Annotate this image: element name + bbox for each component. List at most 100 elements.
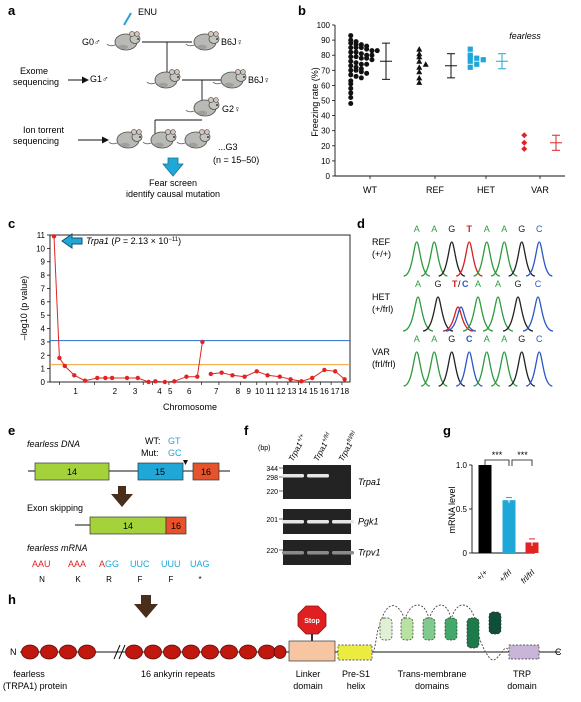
d-trace-peak xyxy=(438,241,466,277)
h-down-arrow-icon xyxy=(134,595,158,618)
g-ytick-label: 0 xyxy=(463,549,468,558)
f-marker-label: 201 xyxy=(266,517,278,524)
panel-label-c: c xyxy=(8,216,15,231)
b-point-ref xyxy=(416,74,423,81)
d-trace-peak xyxy=(455,241,483,277)
d-base-letter: G xyxy=(514,279,521,289)
f-lane-genotype: +/frl xyxy=(321,431,331,443)
d-trace-peak xyxy=(482,296,514,332)
c-ytick-label: 7 xyxy=(41,284,46,293)
c-xtick-label: 9 xyxy=(246,387,251,396)
d-trace-peak xyxy=(422,296,454,332)
f-lane-gene: Trpa1 xyxy=(287,441,304,463)
c-data-point xyxy=(265,373,270,378)
b-xtick-label: VAR xyxy=(531,185,549,195)
h-ankyrin-repeat xyxy=(201,644,219,660)
c-data-point xyxy=(195,374,200,379)
h-tm-label-1: Trans-membrane xyxy=(398,669,467,679)
h-protein-label-2: (TRPA1) protein xyxy=(3,681,67,691)
c-annotation: Trpa1 (P = 2.13 × 10−11) xyxy=(86,236,181,246)
b-point-het xyxy=(474,55,480,61)
c-data-point xyxy=(62,363,68,369)
g-sig-label-1: *** xyxy=(492,450,503,460)
e-codon-base: G xyxy=(105,559,112,569)
mouse-g3-3-icon xyxy=(176,128,211,149)
h-ankyrin-repeat xyxy=(78,644,96,660)
b-point-wt xyxy=(358,69,364,75)
d-trace-peak xyxy=(525,351,553,387)
c-data-point xyxy=(277,374,282,379)
c-xtick-label: 5 xyxy=(168,387,173,396)
e-codon-base: G xyxy=(112,559,119,569)
b-point-wt xyxy=(348,81,354,87)
e-codon-base: A xyxy=(197,559,203,569)
panel-label-b: b xyxy=(298,3,306,18)
h-ankyrin-repeats xyxy=(21,644,287,660)
d-base-letter: A xyxy=(431,224,437,234)
b-point-wt xyxy=(364,70,370,76)
c-xtick-label: 17 xyxy=(331,387,340,396)
d-base-letter: A xyxy=(495,279,501,289)
c-xtick-label: 2 xyxy=(113,387,118,396)
b-point-wt xyxy=(353,73,359,79)
g-xtick-label: +/frl xyxy=(497,568,513,584)
b-point-wt xyxy=(358,61,364,67)
c-ytick-label: 9 xyxy=(41,258,46,267)
d-row-genotype: (frl/frl) xyxy=(372,359,396,369)
f-marker-label: 220 xyxy=(266,548,278,555)
e-dna-title: fearless DNA xyxy=(27,439,80,449)
b-point-ref xyxy=(416,64,423,70)
b-point-wt xyxy=(358,45,364,51)
b-point-wt xyxy=(364,61,370,67)
h-ankyrin-repeat xyxy=(144,644,162,660)
h-linker-label-1: Linker xyxy=(296,669,321,679)
b-ytick-label: 30 xyxy=(321,127,330,136)
e-amino-acid: N xyxy=(39,575,45,584)
ion-label-1: Ion torrent xyxy=(23,125,65,135)
e-codon: AAA xyxy=(68,559,86,569)
c-data-point xyxy=(95,375,100,381)
b-ytick-label: 70 xyxy=(321,66,330,75)
b-xtick-label: HET xyxy=(477,185,496,195)
c-data-point xyxy=(172,379,177,384)
f-gel-trpa1 xyxy=(283,465,351,499)
h-tm-label-2: domains xyxy=(415,681,450,691)
e-mutation-marker-icon xyxy=(183,460,188,465)
c-xtick-label: 1 xyxy=(73,387,78,396)
h-pres1-label-1: Pre-S1 xyxy=(342,669,370,679)
e-codon-base: A xyxy=(68,559,74,569)
c-data-point xyxy=(299,379,304,384)
d-base-letter: A xyxy=(414,334,420,344)
g-xtick-label: +/+ xyxy=(475,568,490,583)
b6j-2-label: B6J♀ xyxy=(248,75,270,85)
b-point-wt xyxy=(369,48,375,54)
panel-label-f: f xyxy=(244,423,249,438)
e-codon-base: A xyxy=(38,559,44,569)
h-stop-label: Stop xyxy=(304,618,320,625)
e-codon-base: U xyxy=(137,559,144,569)
f-gel-band xyxy=(282,474,304,478)
f-gel-band xyxy=(282,520,304,524)
d-trace-peak xyxy=(502,296,534,332)
e-codon: UAG xyxy=(190,559,210,569)
d-trace-peak xyxy=(442,306,474,332)
c-data-point xyxy=(230,373,235,378)
b-xtick-label: REF xyxy=(426,185,445,195)
c-xtick-label: 4 xyxy=(157,387,162,396)
d-trace-peak xyxy=(508,241,536,277)
c-xlabel: Chromosome xyxy=(163,402,217,412)
b-point-het xyxy=(474,61,480,67)
b-point-ref xyxy=(416,58,423,64)
e-codon-base: U xyxy=(168,559,175,569)
b-point-wt xyxy=(358,75,364,81)
e-mut-value: GC xyxy=(168,448,182,458)
c-xtick-label: 15 xyxy=(309,387,318,396)
d-base-letter: T xyxy=(452,279,458,289)
b-point-wt xyxy=(348,40,354,46)
d-base-letter: G xyxy=(518,224,525,234)
b-ytick-label: 60 xyxy=(321,81,330,90)
b-point-wt xyxy=(348,58,354,64)
mouse-g2-icon xyxy=(185,96,220,117)
d-base-letter: C xyxy=(466,334,473,344)
